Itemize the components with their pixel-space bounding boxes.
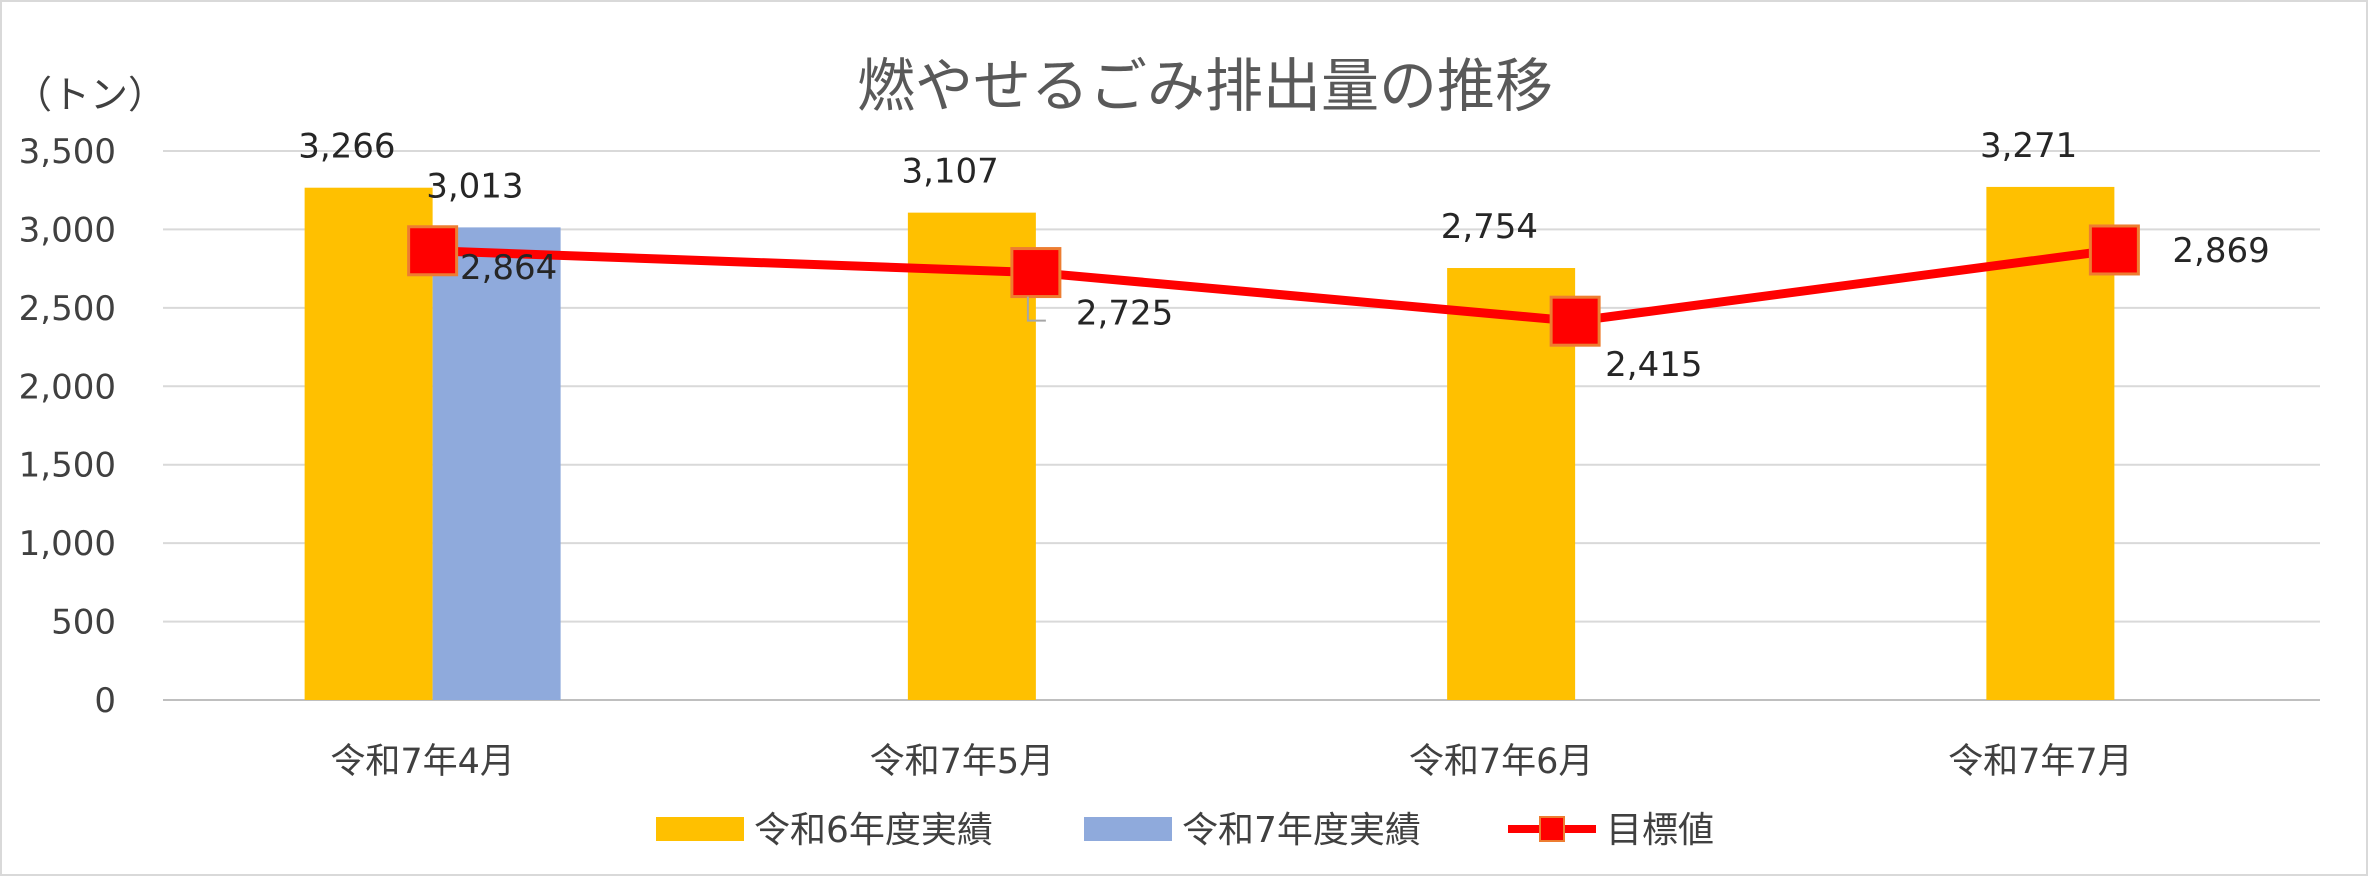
target-marker [1010, 247, 1062, 299]
target-marker [2088, 224, 2140, 276]
y-tick-label: 3,000 [19, 210, 116, 250]
bar-data-label: 3,013 [426, 166, 523, 206]
y-tick-label: 2,500 [19, 289, 116, 329]
y-axis-ticks: 0 500 1,000 1,500 2,000 2,500 3,000 3,500 [19, 132, 116, 721]
legend: 令和6年度実績 令和7年度実績 目標値 [656, 810, 1714, 851]
bar-data-label: 3,271 [1980, 126, 2077, 166]
bar-data-label: 3,107 [901, 152, 998, 192]
target-line-path [432, 245, 2115, 326]
y-tick-label: 500 [51, 603, 116, 643]
x-category-label: 令和7年6月 [1409, 742, 1594, 782]
target-line [407, 224, 2140, 347]
y-tick-label: 0 [94, 681, 116, 721]
line-data-label: 2,869 [2172, 231, 2269, 271]
leader-line [1026, 296, 1046, 322]
unit-label: （トン） [14, 73, 166, 117]
bar-data-label: 2,754 [1441, 207, 1538, 247]
y-tick-label: 3,500 [19, 132, 116, 172]
target-marker [407, 225, 459, 277]
data-labels: 3,266 3,013 3,107 2,754 3,271 2,864 2,725 2,415… [298, 126, 2270, 385]
chart-title: 燃やせるごみ排出量の推移 [857, 52, 1553, 120]
target-marker [1549, 295, 1601, 347]
x-axis-categories: 令和7年4月 令和7年5月 令和7年6月 令和7年7月 [330, 742, 2132, 782]
bar-data-label: 3,266 [298, 127, 395, 167]
y-tick-label: 2,000 [19, 367, 116, 407]
bars [304, 186, 2115, 701]
line-data-label: 2,864 [460, 248, 557, 288]
y-tick-label: 1,500 [19, 446, 116, 486]
y-tick-label: 1,000 [19, 524, 116, 564]
line-data-label: 2,415 [1605, 345, 1702, 385]
legend-marker-swatch [1539, 816, 1565, 842]
x-category-label: 令和7年7月 [1948, 742, 2133, 782]
bar [432, 227, 561, 700]
legend-swatch [656, 817, 744, 841]
line-data-label: 2,725 [1076, 294, 1173, 334]
x-category-label: 令和7年5月 [870, 742, 1055, 782]
legend-label: 令和7年度実績 [1182, 810, 1421, 851]
legend-swatch [1084, 817, 1172, 841]
legend-label: 目標値 [1606, 810, 1714, 851]
x-category-label: 令和7年4月 [330, 742, 515, 782]
legend-label: 令和6年度実績 [754, 810, 993, 851]
